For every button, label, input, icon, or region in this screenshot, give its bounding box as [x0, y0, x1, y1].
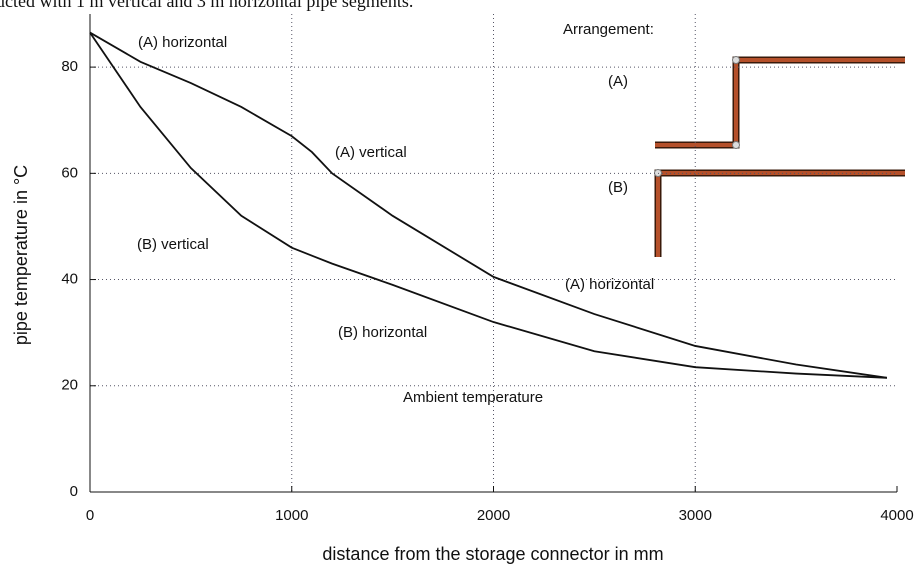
pipe-elbow [732, 56, 740, 64]
line [89, 31, 888, 379]
y-tick-label: 20 [61, 377, 78, 394]
y-tick-label: 40 [61, 271, 78, 288]
x-tick-label: 0 [86, 507, 94, 524]
x-tick-label: 1000 [275, 507, 308, 524]
y-tick-label: 0 [70, 483, 78, 500]
pipe [655, 58, 905, 147]
inset-diagram: Arrangement: (A) (B) [563, 21, 905, 257]
x-tick-label: 2000 [477, 507, 510, 524]
inset-label: (B) [608, 179, 628, 196]
annotation: (A) horizontal [138, 34, 227, 51]
inset-title: Arrangement: [563, 21, 654, 38]
line [89, 32, 887, 379]
annotation: (A) vertical [335, 144, 407, 161]
pipe-elbow [732, 141, 740, 149]
x-axis-label: distance from the storage connector in m… [322, 544, 663, 564]
annotation: (B) horizontal [338, 324, 427, 341]
x-tick-label: 3000 [679, 507, 712, 524]
annotation: (A) horizontal [565, 276, 654, 293]
y-tick-label: 80 [61, 58, 78, 75]
pipe [655, 56, 905, 149]
y-axis-label: pipe temperature in °C [11, 165, 31, 345]
caption: ucted with 1 m vertical and 3 m horizont… [0, 0, 413, 11]
annotation: (B) vertical [137, 236, 209, 253]
y-tick-label: 60 [61, 164, 78, 181]
annotation: Ambient temperature [403, 389, 543, 406]
x-tick-label: 4000 [880, 507, 913, 524]
inset-label: (A) [608, 73, 628, 90]
